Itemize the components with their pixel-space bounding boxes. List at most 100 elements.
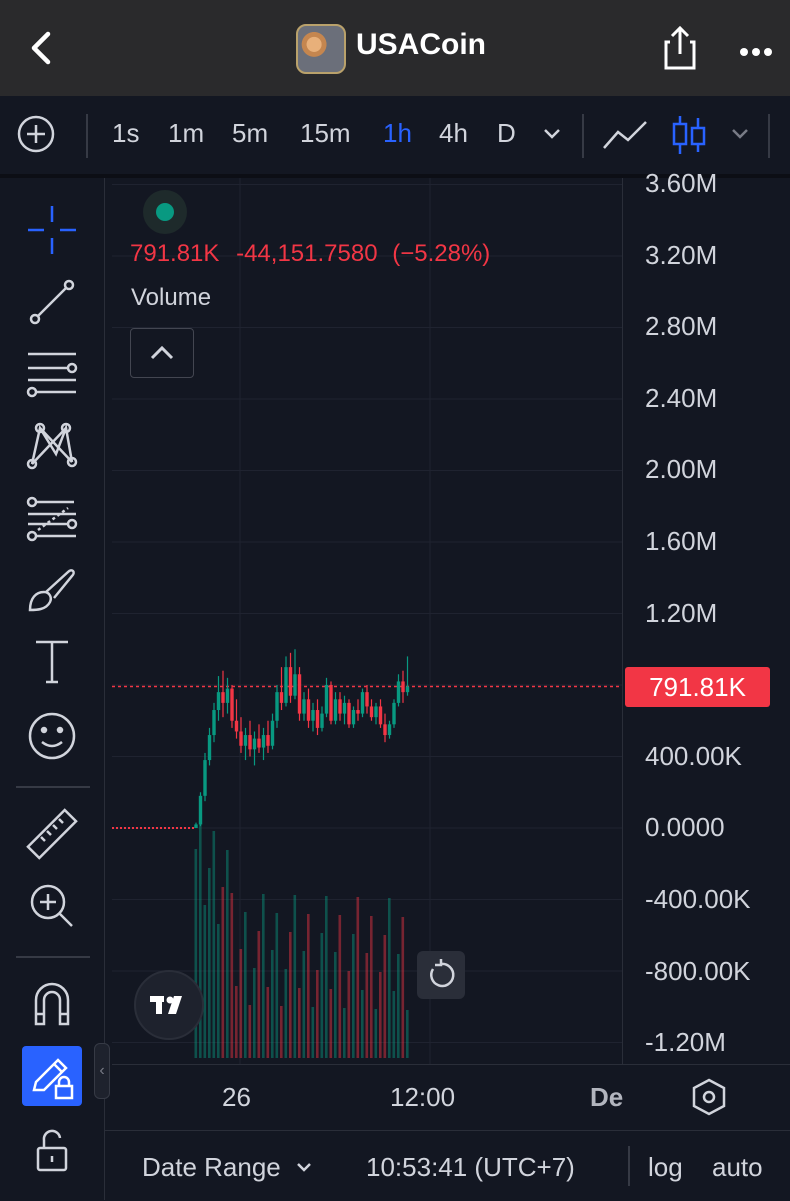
pattern-icon[interactable] <box>24 418 80 474</box>
fib-icon[interactable] <box>24 490 80 546</box>
candle-body <box>293 674 297 696</box>
chevron-up-icon <box>150 345 174 360</box>
chart-pane[interactable] <box>112 178 622 1064</box>
date-range-button[interactable]: Date Range <box>142 1152 314 1183</box>
candle-body <box>347 702 351 725</box>
volume-bar <box>289 932 292 1058</box>
auto-toggle[interactable]: auto <box>712 1152 763 1182</box>
ruler-icon[interactable] <box>24 806 80 862</box>
horizontal-lines-icon[interactable] <box>24 346 80 402</box>
chevron-down-icon[interactable] <box>728 124 752 144</box>
volume-bar <box>284 969 288 1058</box>
volume-bar <box>307 914 310 1058</box>
volume-bar <box>298 988 301 1058</box>
candle-body <box>225 688 230 703</box>
magnet-icon[interactable] <box>24 976 80 1032</box>
candle-body <box>194 824 198 828</box>
text-icon[interactable] <box>24 634 80 690</box>
price-axis[interactable] <box>622 178 790 1064</box>
legend-price: 791.81K <box>130 240 220 267</box>
time-label: De <box>590 1082 624 1112</box>
trend-line-icon[interactable] <box>24 274 80 330</box>
timeframe-5m[interactable]: 5m <box>232 118 269 148</box>
candle-body <box>333 699 338 721</box>
crosshair-icon[interactable] <box>24 202 80 258</box>
price-label: 2.40M <box>645 382 718 413</box>
candles-icon[interactable] <box>668 112 708 158</box>
volume-bar <box>235 986 238 1058</box>
more-icon[interactable] <box>738 36 774 70</box>
volume-bar <box>208 868 211 1058</box>
timeframe-1s[interactable]: 1s <box>112 118 140 148</box>
line-chart-icon[interactable] <box>600 116 650 156</box>
volume-bar <box>293 895 297 1058</box>
candle-body <box>297 674 302 714</box>
candle-body <box>234 720 239 732</box>
candle-body <box>338 699 342 714</box>
timeframe-1h[interactable]: 1h <box>383 118 412 148</box>
divider <box>16 956 90 958</box>
chevron-down-icon[interactable] <box>540 124 564 144</box>
unlock-icon[interactable] <box>24 1124 80 1180</box>
candle-body <box>261 735 266 748</box>
candle-body <box>284 667 288 703</box>
volume-bar <box>230 893 234 1058</box>
volume-bar <box>334 952 337 1058</box>
timeframe-15m[interactable]: 15m <box>300 118 351 148</box>
price-label: 3.20M <box>645 239 718 270</box>
status-dot-icon <box>143 190 187 234</box>
lock-drawing-icon <box>32 1058 74 1100</box>
collapse-toolbar-button[interactable]: ‹ <box>94 1043 110 1099</box>
candle-body <box>356 710 360 714</box>
lock-drawing-button[interactable] <box>22 1046 82 1106</box>
legend-change: -44,151.7580 <box>236 240 378 267</box>
add-indicator-icon[interactable] <box>16 114 56 154</box>
time-axis[interactable] <box>112 1064 790 1131</box>
time-label: 12:00 <box>390 1082 456 1112</box>
back-icon[interactable] <box>26 26 58 70</box>
emoji-icon[interactable] <box>24 708 80 764</box>
date-range-label: Date Range <box>142 1152 281 1182</box>
candle-body <box>320 713 324 728</box>
volume-bar <box>212 831 216 1058</box>
price-legend: 791.81K -44,151.7580 (−5.28%) <box>130 240 490 268</box>
timeframe-D[interactable]: D <box>497 118 516 148</box>
candle-body <box>288 667 293 696</box>
candle-body <box>198 795 203 825</box>
timeframe-4h[interactable]: 4h <box>439 118 468 148</box>
volume-bar <box>383 935 387 1058</box>
clock-timezone[interactable]: 10:53:41 (UTC+7) <box>366 1152 575 1182</box>
divider <box>16 786 90 788</box>
candle-body <box>257 738 261 748</box>
price-label: 1.60M <box>645 526 718 556</box>
chevron-down-icon <box>297 1163 311 1172</box>
candle-body <box>239 731 243 746</box>
volume-bar <box>280 1006 283 1058</box>
candle-body <box>392 702 396 725</box>
volume-bar <box>374 1009 378 1058</box>
candle-body <box>383 724 387 736</box>
collapse-legend-button[interactable] <box>130 328 194 378</box>
candle-body <box>369 706 374 718</box>
timeframe-1m[interactable]: 1m <box>168 118 205 148</box>
candle-body <box>270 720 275 746</box>
candle-body <box>306 699 311 721</box>
candle-body <box>315 710 320 728</box>
zoom-in-icon[interactable] <box>24 878 80 934</box>
candle-body <box>401 681 405 693</box>
page-title: USACoin <box>356 28 486 61</box>
volume-bar <box>316 970 319 1058</box>
brush-icon[interactable] <box>24 562 80 618</box>
log-toggle[interactable]: log <box>648 1152 683 1182</box>
settings-hex-icon[interactable] <box>690 1076 728 1118</box>
volume-bar <box>338 915 342 1058</box>
price-label: 2.80M <box>645 311 718 342</box>
chart-toolbar <box>0 96 790 178</box>
volume-bar <box>343 1008 346 1058</box>
share-icon[interactable] <box>660 24 700 74</box>
reset-icon[interactable] <box>417 951 465 999</box>
volume-bar <box>347 971 351 1058</box>
coin-avatar <box>296 24 346 74</box>
candle-body <box>360 692 365 714</box>
tradingview-logo[interactable] <box>134 970 204 1040</box>
